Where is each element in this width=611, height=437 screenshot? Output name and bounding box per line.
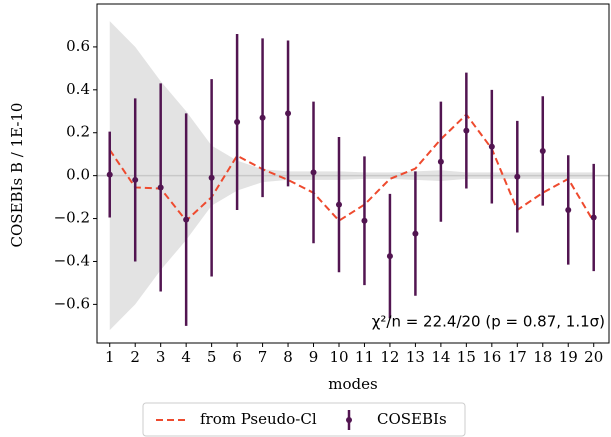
y-tick-label: 0.2 [66, 123, 90, 141]
data-point [285, 110, 292, 117]
x-tick-label: 16 [482, 348, 501, 366]
legend-box [142, 402, 466, 437]
x-tick-label: 8 [283, 348, 293, 366]
data-point [259, 114, 266, 121]
x-tick-label: 11 [355, 348, 374, 366]
data-point [157, 184, 164, 191]
legend-label: from Pseudo-Cl [200, 410, 317, 428]
data-point [514, 173, 521, 180]
x-axis-label: modes [328, 375, 377, 393]
legend-label: COSEBIs [377, 410, 447, 428]
x-tick-label: 5 [207, 348, 217, 366]
y-tick-label: −0.2 [54, 209, 90, 227]
x-tick-label: 7 [258, 348, 268, 366]
x-tick-label: 17 [508, 348, 527, 366]
x-tick-label: 13 [406, 348, 425, 366]
plot-frame [96, 3, 610, 344]
y-tick-label: −0.6 [54, 294, 90, 312]
data-point [310, 169, 317, 176]
x-tick-label: 12 [380, 348, 399, 366]
data-point [565, 206, 572, 213]
data-point [106, 171, 113, 178]
x-tick-label: 18 [533, 348, 552, 366]
model-line [108, 112, 595, 223]
x-tick-label: 10 [329, 348, 348, 366]
y-tick-label: 0.0 [66, 166, 90, 184]
data-point [539, 147, 546, 154]
y-tick-label: 0.6 [66, 37, 90, 55]
x-tick-label: 20 [584, 348, 603, 366]
y-axis-label: COSEBIs B / 1E-10 [8, 103, 26, 248]
x-tick-label: 15 [457, 348, 476, 366]
x-tick-label: 1 [105, 348, 115, 366]
data-point [437, 158, 444, 165]
x-tick-label: 3 [156, 348, 166, 366]
data-point [335, 201, 342, 208]
legend-point [346, 417, 352, 423]
annotation: χ²/n = 22.4/20 (p = 0.87, 1.1σ) [372, 313, 605, 331]
x-tick-label: 19 [559, 348, 578, 366]
y-tick-label: −0.4 [54, 251, 90, 269]
data-point [183, 216, 190, 223]
x-tick-label: 6 [232, 348, 242, 366]
x-tick-label: 4 [181, 348, 191, 366]
data-point [234, 119, 241, 126]
y-tick-label: 0.4 [66, 80, 90, 98]
data-point [386, 253, 393, 260]
data-point [208, 174, 215, 181]
x-tick-label: 14 [431, 348, 450, 366]
data-point [132, 176, 139, 183]
data-point [463, 127, 470, 134]
data-point [488, 143, 495, 150]
data-point [590, 214, 597, 221]
data-point [361, 217, 368, 224]
x-tick-label: 9 [309, 348, 319, 366]
x-tick-label: 2 [130, 348, 140, 366]
data-point [412, 230, 419, 237]
